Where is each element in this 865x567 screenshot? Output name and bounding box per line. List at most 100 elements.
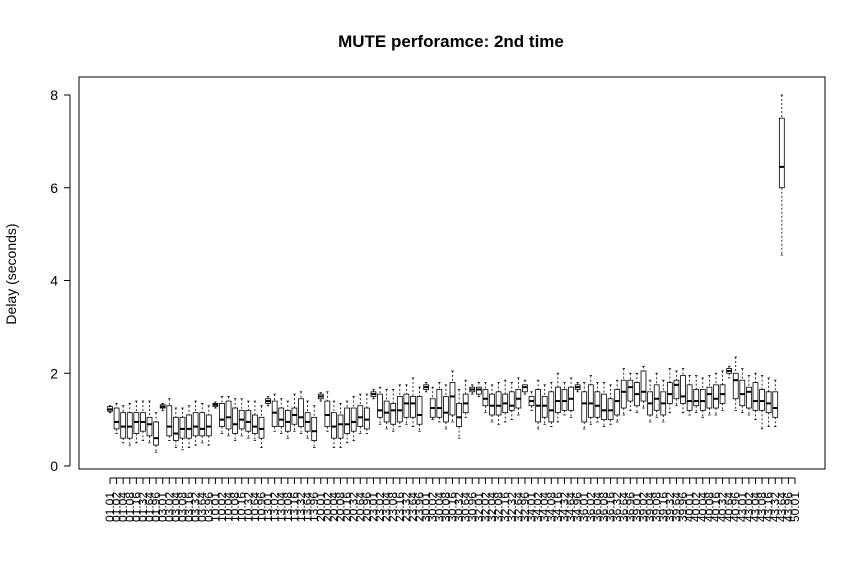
box-20.16 xyxy=(344,400,350,444)
y-tick-label: 6 xyxy=(50,180,58,196)
x-tick-label: 43.64 xyxy=(775,492,789,522)
x-tick-label: 40.02 xyxy=(689,492,703,522)
x-tick-label: 20.02 xyxy=(320,492,334,522)
box-32.02 xyxy=(482,382,489,414)
x-tick-label: 10.64 xyxy=(248,492,262,522)
box-iqr xyxy=(364,407,370,430)
box-iqr xyxy=(522,384,528,393)
x-tick-label: 01.96 xyxy=(149,492,163,522)
box-01.08 xyxy=(126,402,133,446)
x-tick-label: 20.04 xyxy=(327,492,341,522)
x-tick-label: 23.96 xyxy=(413,492,427,522)
x-tick-label: 23.01 xyxy=(366,492,380,522)
x-tick-label: 36.32 xyxy=(610,492,624,522)
box-iqr xyxy=(443,396,449,423)
box-39.32 xyxy=(666,368,673,414)
box-iqr xyxy=(739,379,746,407)
x-tick-label: 32.08 xyxy=(492,492,506,522)
x-tick-label: 36.01 xyxy=(577,492,591,522)
box-30.04 xyxy=(436,382,443,423)
x-tick-label: 32.16 xyxy=(498,492,512,522)
box-43.02 xyxy=(746,375,752,416)
x-tick-label: 32.02 xyxy=(478,492,492,522)
x-tick-label: 01.32 xyxy=(136,492,150,522)
box-01.64 xyxy=(146,400,153,444)
x-tick-label: 23.04 xyxy=(380,492,394,522)
x-tick-label: 36.08 xyxy=(597,492,611,522)
box-30.08 xyxy=(443,384,449,430)
x-axis: 01.0101.0201.0401.0801.1601.3201.6401.96… xyxy=(103,477,802,522)
box-30.01 xyxy=(423,382,430,393)
box-39.04 xyxy=(647,379,653,423)
box-iqr xyxy=(186,414,192,439)
x-tick-label: 10.96 xyxy=(254,492,268,522)
box-13.02 xyxy=(271,393,278,432)
box-43.01 xyxy=(739,368,746,414)
box-03.32 xyxy=(192,400,199,446)
x-tick-label: 34.04 xyxy=(538,492,552,522)
x-tick-label: 43.96 xyxy=(781,492,795,522)
x-tick-label: 23.64 xyxy=(406,492,420,522)
box-iqr xyxy=(219,402,225,427)
x-tick-label: 20.32 xyxy=(347,492,361,522)
x-tick-label: 20.16 xyxy=(340,492,354,522)
box-34.01 xyxy=(528,391,535,411)
box-iqr xyxy=(653,384,660,411)
box-iqr xyxy=(153,421,159,446)
box-iqr xyxy=(436,389,443,418)
x-tick-label: 34.16 xyxy=(551,492,565,522)
box-01.04 xyxy=(120,405,127,444)
box-iqr xyxy=(495,391,502,416)
box-iqr xyxy=(587,384,594,418)
x-tick-label: 34.02 xyxy=(531,492,545,522)
box-iqr xyxy=(113,407,120,430)
box-13.08 xyxy=(284,400,291,439)
box-iqr xyxy=(357,405,364,427)
box-34.96 xyxy=(574,382,581,393)
box-iqr xyxy=(752,382,759,411)
box-23.64 xyxy=(410,377,416,427)
x-tick-label: 36.96 xyxy=(623,492,637,522)
box-iqr xyxy=(614,389,621,416)
box-30.32 xyxy=(456,389,462,439)
x-tick-label: 40.96 xyxy=(729,492,743,522)
x-tick-label: 20.08 xyxy=(334,492,348,522)
box-20.01 xyxy=(317,392,324,402)
box-10.32 xyxy=(245,400,252,439)
box-32.01 xyxy=(475,382,482,397)
box-32.64 xyxy=(515,377,522,416)
box-23.01 xyxy=(370,389,377,400)
box-iqr xyxy=(449,382,456,416)
x-tick-label: 39.16 xyxy=(656,492,670,522)
box-01.01 xyxy=(107,405,113,414)
box-iqr xyxy=(166,405,173,437)
box-32.08 xyxy=(495,382,502,425)
box-43.08 xyxy=(759,375,765,430)
box-iqr xyxy=(225,400,232,430)
x-tick-label: 39.64 xyxy=(669,492,683,522)
box-iqr xyxy=(548,391,555,423)
box-iqr xyxy=(508,391,515,411)
x-tick-label: 36.64 xyxy=(617,492,631,522)
box-iqr xyxy=(403,393,410,418)
box-30.02 xyxy=(429,386,436,421)
box-23.04 xyxy=(383,389,390,430)
box-iqr xyxy=(765,391,772,414)
box-iqr xyxy=(126,412,133,439)
box-30.16 xyxy=(449,370,456,423)
box-32.32 xyxy=(508,382,515,421)
box-iqr xyxy=(666,382,673,404)
x-tick-label: 40.64 xyxy=(722,492,736,522)
x-tick-label: 39.01 xyxy=(630,492,644,522)
box-39.16 xyxy=(660,379,667,423)
box-iqr xyxy=(278,407,285,427)
box-23.02 xyxy=(377,386,383,425)
y-tick-label: 4 xyxy=(50,273,58,289)
box-iqr xyxy=(350,407,357,432)
box-10.04 xyxy=(225,396,232,437)
x-tick-label: 30.01 xyxy=(419,492,433,522)
box-iqr xyxy=(120,412,127,439)
box-30.64 xyxy=(462,379,469,418)
